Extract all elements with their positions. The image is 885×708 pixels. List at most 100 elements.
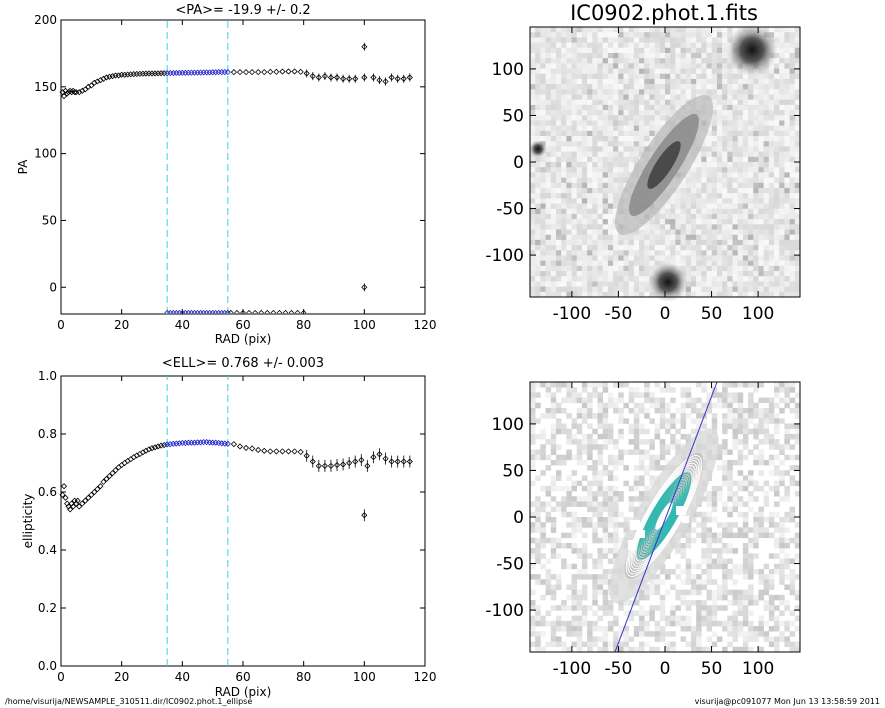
pixel (545, 245, 552, 251)
pixel (540, 224, 546, 230)
pixel (597, 130, 603, 137)
pixel (587, 260, 593, 267)
pixel (706, 32, 713, 38)
pixel (550, 439, 557, 445)
pixel (649, 52, 655, 59)
x-tick-label: 100 (353, 670, 376, 684)
pixel (545, 198, 552, 204)
pixel (784, 265, 790, 272)
pixel (587, 480, 593, 487)
pixel (628, 52, 635, 59)
pixel (784, 423, 790, 430)
pixel (587, 517, 593, 523)
pixel (706, 276, 713, 282)
pixel (722, 532, 728, 539)
pixel (644, 281, 650, 287)
pixel (722, 42, 728, 49)
pixel (737, 94, 744, 100)
pixel (784, 553, 790, 559)
pixel (576, 141, 583, 147)
pixel (644, 52, 650, 59)
pixel (794, 146, 801, 152)
pixel (628, 517, 635, 523)
pixel (748, 594, 754, 601)
pixel (607, 167, 614, 173)
pixel (722, 146, 728, 152)
pixel (618, 239, 624, 246)
pixel (561, 255, 567, 261)
pixel (592, 574, 598, 580)
pixel (530, 47, 536, 54)
pixel (571, 182, 578, 189)
pixel (742, 382, 749, 388)
pixel (763, 517, 770, 523)
pixel (753, 151, 759, 158)
pixel (576, 397, 583, 404)
pixel (545, 250, 552, 256)
pixel (789, 52, 796, 59)
pixel (680, 568, 687, 575)
ellipticity-profile-chart: <ELL>= 0.768 +/- 0.003 0 20 40 60 80 100 1200.… (21, 356, 436, 699)
data-point (273, 68, 280, 75)
pixel (680, 542, 687, 549)
pixel (644, 115, 650, 121)
pixel (696, 219, 702, 225)
pixel (758, 193, 764, 199)
pixel (633, 229, 640, 235)
pixel (680, 413, 687, 419)
pixel (675, 229, 681, 235)
pixel (550, 255, 557, 261)
pixel (561, 177, 567, 184)
pixel (613, 84, 619, 90)
pixel (571, 480, 578, 487)
pixel (540, 182, 546, 189)
pixel (613, 167, 619, 173)
pixel (576, 255, 583, 261)
pixel (576, 52, 583, 59)
pixel (592, 636, 598, 642)
pixel (633, 600, 640, 606)
pixel (623, 234, 629, 241)
pixel (774, 439, 780, 445)
pixel (784, 250, 790, 256)
pixel (561, 94, 567, 100)
pixel (670, 423, 676, 430)
data-point (142, 70, 149, 77)
pixel (706, 563, 713, 570)
pixel (711, 146, 718, 152)
pixel (727, 615, 733, 622)
pixel (561, 234, 567, 241)
pixel (597, 413, 603, 419)
pixel (566, 276, 572, 282)
pixel (618, 177, 624, 184)
pixel (561, 27, 567, 33)
pixel (706, 234, 713, 241)
data-point (352, 75, 359, 82)
pixel (711, 532, 718, 539)
pixel (587, 125, 593, 132)
pixel (576, 271, 583, 277)
pixel (561, 485, 567, 492)
pixel (592, 382, 598, 388)
pixel (789, 480, 796, 487)
pixel (623, 265, 629, 272)
pixel (789, 136, 796, 142)
pixel (758, 439, 764, 445)
pixel (571, 392, 578, 398)
pixel (722, 465, 728, 471)
pixel (768, 600, 775, 606)
pixel (639, 423, 645, 430)
data-point (91, 488, 98, 496)
pixel (555, 198, 562, 204)
pixel (711, 245, 718, 251)
pixel (571, 162, 578, 168)
pixel (602, 136, 609, 142)
pixel (737, 568, 744, 575)
pixel (618, 89, 624, 95)
pixel (639, 130, 645, 137)
pixel (566, 485, 572, 492)
pixel (550, 47, 557, 54)
pixel (618, 193, 624, 199)
pixel (763, 605, 770, 611)
pixel (716, 162, 723, 168)
